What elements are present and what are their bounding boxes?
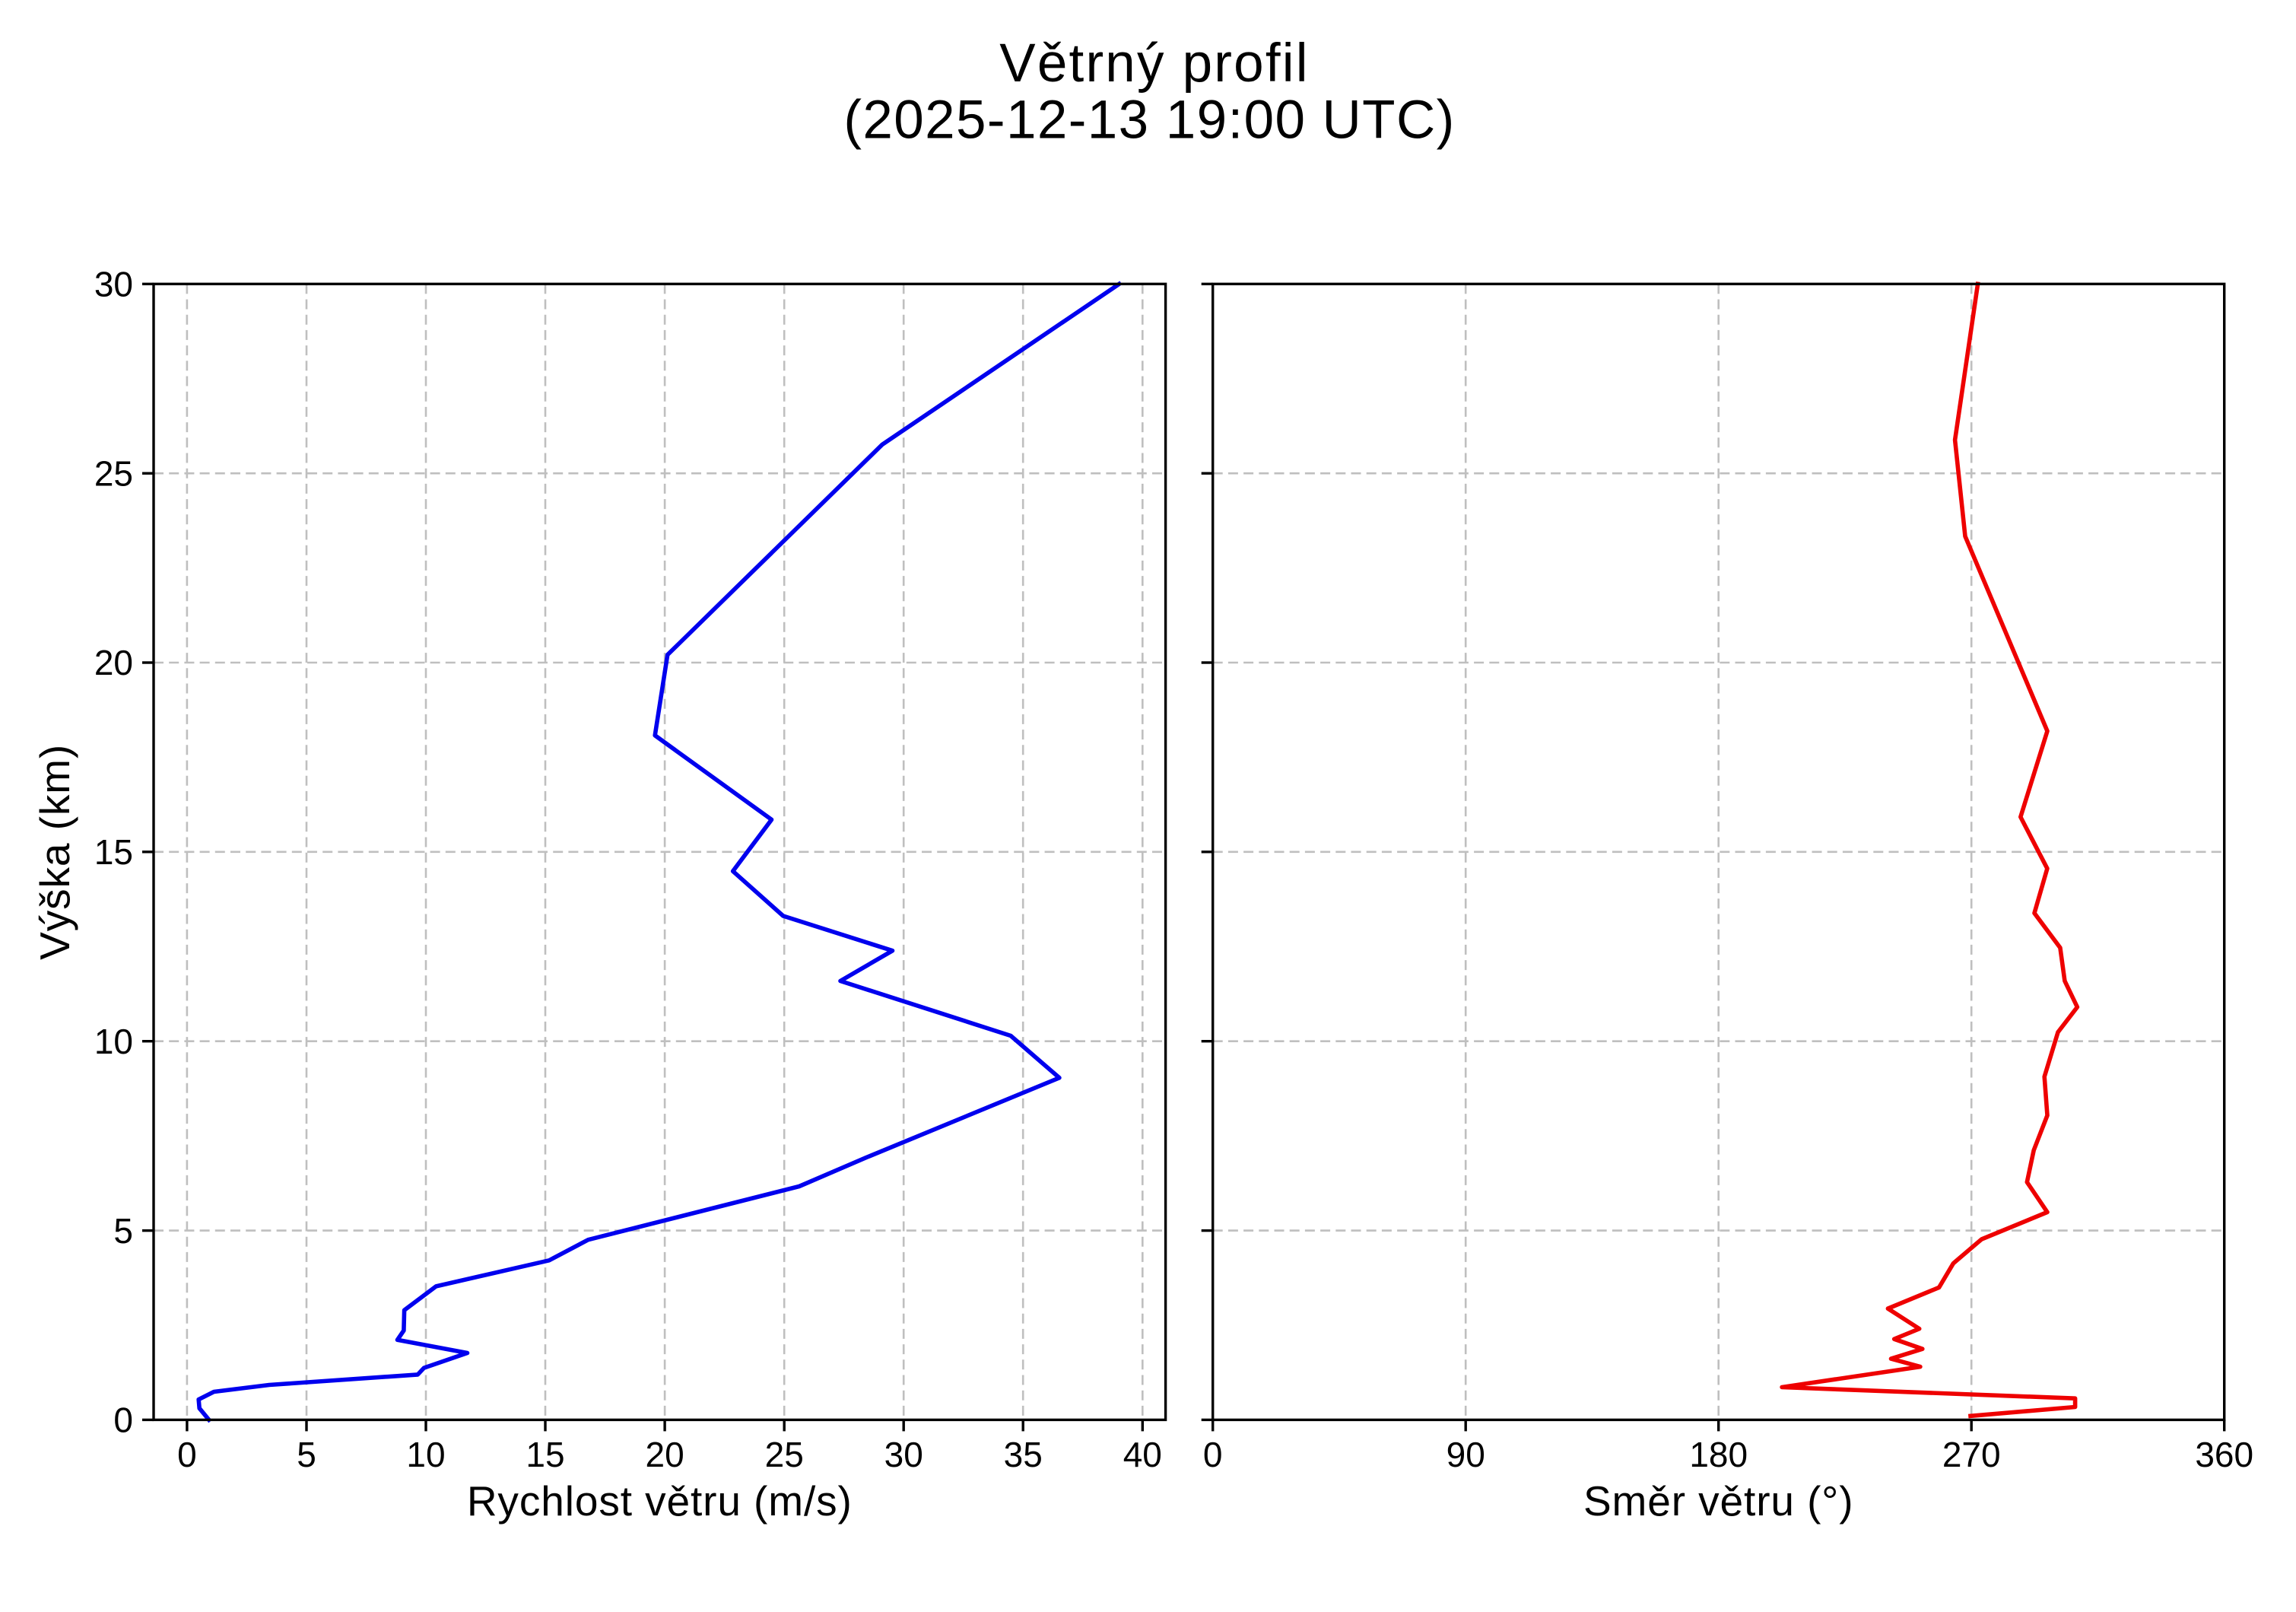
- svg-text:30: 30: [94, 265, 133, 304]
- svg-text:0: 0: [113, 1401, 133, 1440]
- svg-text:15: 15: [94, 832, 133, 872]
- svg-text:0: 0: [1203, 1435, 1223, 1474]
- svg-text:90: 90: [1447, 1435, 1485, 1474]
- svg-text:35: 35: [1004, 1435, 1043, 1474]
- svg-text:270: 270: [1942, 1435, 2001, 1474]
- svg-text:0: 0: [177, 1435, 197, 1474]
- svg-text:10: 10: [406, 1435, 445, 1474]
- svg-text:30: 30: [884, 1435, 923, 1474]
- svg-text:5: 5: [297, 1435, 316, 1474]
- svg-text:15: 15: [526, 1435, 564, 1474]
- svg-text:360: 360: [2195, 1435, 2253, 1474]
- svg-text:(2025-12-13 19:00 UTC): (2025-12-13 19:00 UTC): [843, 91, 1455, 151]
- svg-text:10: 10: [94, 1022, 133, 1061]
- svg-text:Rychlost větru (m/s): Rychlost větru (m/s): [467, 1477, 853, 1525]
- svg-text:Výška (km): Výška (km): [31, 744, 78, 960]
- svg-text:Směr větru (°): Směr větru (°): [1583, 1477, 1853, 1525]
- svg-text:25: 25: [94, 453, 133, 493]
- svg-text:180: 180: [1689, 1435, 1748, 1474]
- svg-text:5: 5: [113, 1211, 133, 1251]
- svg-text:Větrný profil: Větrný profil: [999, 33, 1309, 94]
- svg-text:20: 20: [646, 1435, 684, 1474]
- svg-text:20: 20: [94, 643, 133, 682]
- svg-text:25: 25: [765, 1435, 804, 1474]
- svg-text:40: 40: [1123, 1435, 1162, 1474]
